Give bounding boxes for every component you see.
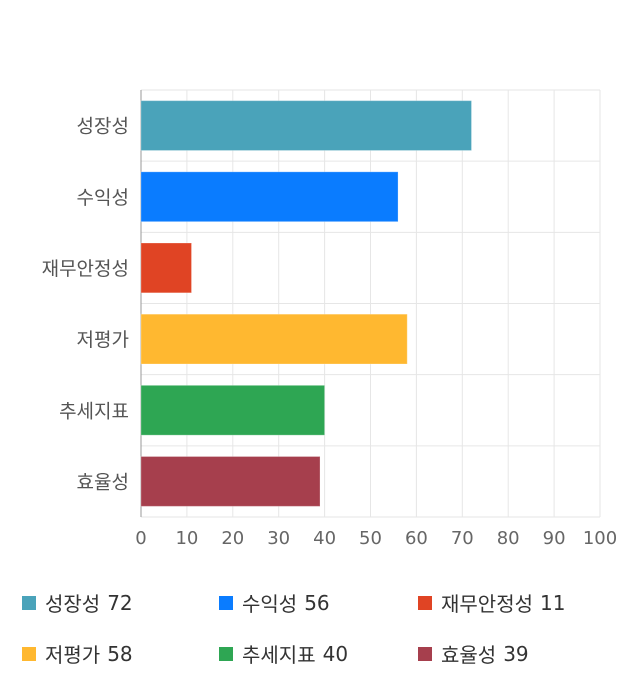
x-tick-label: 0 xyxy=(135,528,146,549)
category-label: 추세지표 xyxy=(59,400,129,422)
legend-item: 추세지표 40 xyxy=(219,639,348,668)
legend-value: 39 xyxy=(503,641,529,666)
bar-4 xyxy=(140,313,408,365)
legend-item: 저평가 58 xyxy=(22,639,133,668)
legend-swatch xyxy=(219,646,233,661)
bars xyxy=(140,100,472,507)
grid-lines xyxy=(140,89,601,518)
x-tick-label: 80 xyxy=(497,528,520,549)
category-label: 수익성 xyxy=(77,187,129,209)
legend-value: 11 xyxy=(540,590,566,615)
category-label: 재무안정성 xyxy=(42,258,129,280)
legend-swatch xyxy=(418,595,432,610)
legend-label: 성장성 xyxy=(45,592,101,616)
legend-swatch xyxy=(22,595,36,610)
legend-swatch xyxy=(418,646,432,661)
legend-item: 효율성 39 xyxy=(418,639,529,668)
x-tick-label: 70 xyxy=(451,528,474,549)
legend-item: 수익성 56 xyxy=(219,588,330,617)
x-tick-label: 100 xyxy=(583,528,617,549)
legend: 성장성 72 수익성 56 재무안정성 11 저평가 58 추세지표 40 효율성 39 xyxy=(0,578,640,688)
legend-swatch xyxy=(22,646,36,661)
legend-value: 72 xyxy=(107,590,133,615)
category-label: 성장성 xyxy=(77,116,129,138)
bar-3 xyxy=(140,242,192,294)
legend-value: 58 xyxy=(107,641,133,666)
legend-label: 저평가 xyxy=(45,643,101,667)
legend-value: 56 xyxy=(304,590,330,615)
x-tick-label: 90 xyxy=(543,528,566,549)
x-tick-label: 30 xyxy=(267,528,290,549)
legend-value: 40 xyxy=(322,641,349,666)
legend-swatch xyxy=(219,595,233,610)
category-label: 효율성 xyxy=(77,471,129,493)
x-tick-label: 60 xyxy=(405,528,428,549)
legend-label: 추세지표 xyxy=(242,643,316,667)
category-label: 저평가 xyxy=(77,329,129,351)
x-axis-ticks: 0 10 20 30 40 50 60 70 80 90 100 xyxy=(135,528,617,549)
legend-label: 효율성 xyxy=(441,643,497,667)
x-tick-label: 50 xyxy=(359,528,382,549)
bar-2 xyxy=(140,171,399,223)
x-tick-label: 20 xyxy=(221,528,244,549)
bar-1 xyxy=(140,100,472,151)
legend-item: 재무안정성 11 xyxy=(418,588,565,617)
bar-5 xyxy=(140,384,326,436)
legend-label: 재무안정성 xyxy=(441,592,533,616)
bar-6 xyxy=(140,456,321,507)
x-tick-label: 40 xyxy=(313,528,336,549)
legend-item: 성장성 72 xyxy=(22,588,133,617)
x-tick-label: 10 xyxy=(175,528,198,549)
legend-label: 수익성 xyxy=(242,592,298,616)
